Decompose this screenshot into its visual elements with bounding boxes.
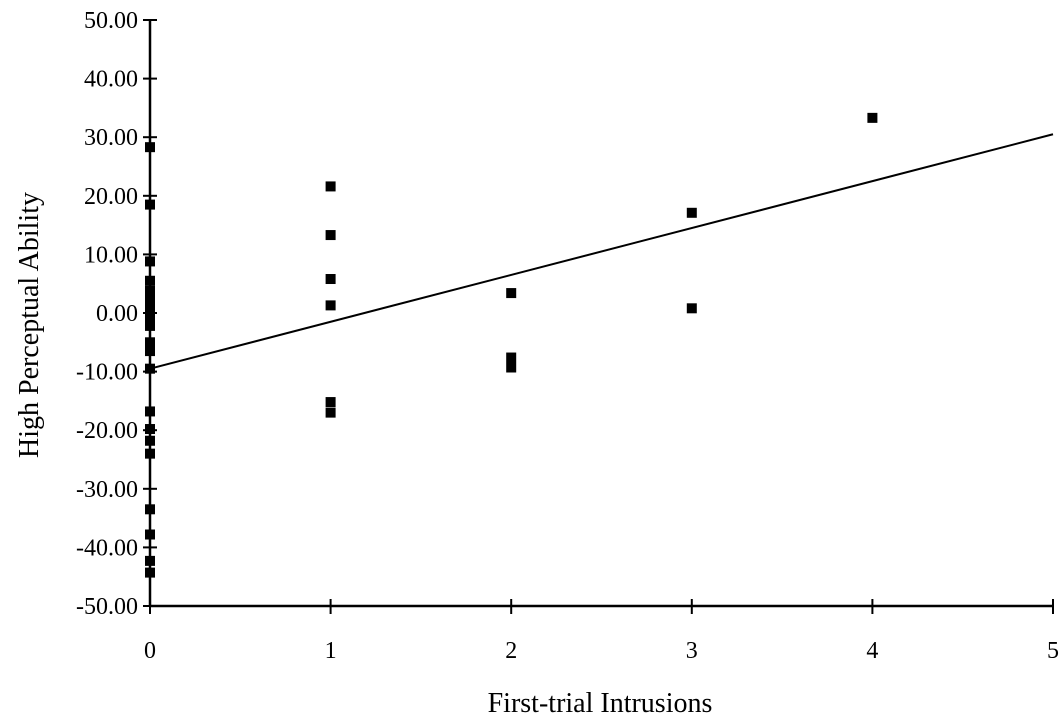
data-point — [145, 256, 155, 267]
data-point — [686, 303, 697, 314]
data-point — [867, 112, 878, 123]
data-point — [145, 303, 155, 314]
y-tick-label: -50.00 — [76, 594, 138, 620]
data-point — [506, 352, 517, 363]
y-tick-label: 30.00 — [84, 125, 138, 151]
data-point — [145, 424, 155, 435]
data-point — [325, 407, 336, 418]
data-point — [325, 230, 336, 241]
data-point — [145, 320, 155, 331]
x-tick-label: 2 — [505, 638, 517, 664]
y-tick-label: 20.00 — [84, 184, 138, 210]
data-point — [145, 363, 155, 374]
data-point — [145, 294, 155, 305]
y-axis-title: High Perceptual Ability — [14, 192, 45, 458]
data-point — [686, 207, 697, 218]
y-tick-label: 0.00 — [96, 301, 138, 327]
data-point — [325, 397, 336, 408]
data-point — [145, 285, 155, 296]
data-point — [506, 288, 517, 299]
y-tick-label: 40.00 — [84, 67, 138, 93]
data-point — [145, 312, 155, 323]
data-point — [145, 504, 155, 515]
data-point — [145, 406, 155, 417]
trendline-group — [149, 133, 1054, 370]
data-point — [325, 274, 336, 285]
y-tick-label: -20.00 — [76, 418, 138, 444]
data-point — [145, 199, 155, 210]
y-axis: 50.00 40.00 30.00 20.00 10.00 0.00 -10.00 -20.0… — [76, 8, 157, 620]
data-point — [145, 337, 155, 348]
x-tick-label: 1 — [325, 638, 337, 664]
data-point — [145, 142, 155, 153]
x-tick-label: 0 — [144, 638, 156, 664]
data-points — [145, 112, 878, 578]
data-point — [145, 529, 155, 540]
data-point — [145, 435, 155, 446]
data-point — [145, 275, 155, 286]
x-axis-title: First-trial Intrusions — [488, 688, 713, 719]
x-tick-label: 5 — [1047, 638, 1059, 664]
y-tick-label: -10.00 — [76, 360, 138, 386]
x-tick-label: 4 — [866, 638, 878, 664]
y-tick-label: 10.00 — [84, 242, 138, 268]
data-point — [145, 448, 155, 459]
y-tick-label: 50.00 — [84, 8, 138, 34]
data-point — [325, 300, 336, 311]
data-point — [506, 362, 517, 373]
x-tick-label: 3 — [686, 638, 698, 664]
x-axis: 0 1 2 3 4 5 — [144, 599, 1059, 664]
data-point — [145, 555, 155, 566]
data-point — [325, 181, 336, 192]
data-point — [145, 567, 155, 578]
y-tick-label: -30.00 — [76, 477, 138, 503]
trendline — [149, 133, 1054, 370]
data-point — [145, 346, 155, 357]
y-tick-label: -40.00 — [76, 535, 138, 561]
